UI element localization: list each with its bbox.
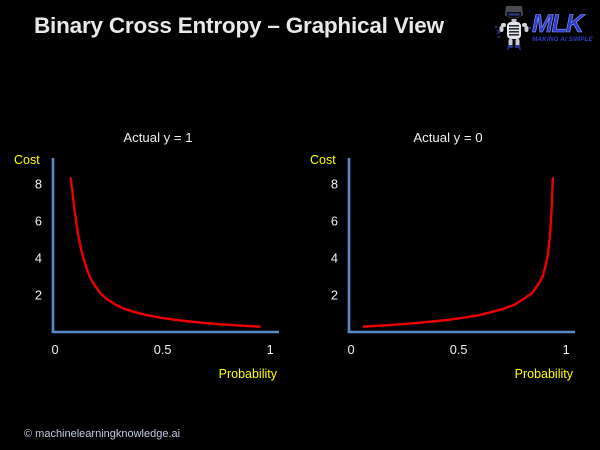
slide-header: Binary Cross Entropy – Graphical View xyxy=(0,0,600,58)
x-tick-label: 0 xyxy=(51,342,58,357)
mlk-logo: MLK MAKING AI SIMPLE xyxy=(494,4,596,52)
chart-title: Actual y = 0 xyxy=(413,130,483,145)
logo-tagline: MAKING AI SIMPLE xyxy=(532,36,594,43)
x-tick-label: 0.5 xyxy=(450,342,468,357)
y-tick-label: 4 xyxy=(35,251,42,266)
data-curve xyxy=(69,177,261,328)
chart-canvas: Cost Probability 2 4 6 8 0 0.5 1 xyxy=(14,153,279,381)
x-tick-label: 0.5 xyxy=(154,342,172,357)
y-axis-label: Cost xyxy=(14,153,40,167)
copyright-credit: © machinelearningknowledge.ai xyxy=(24,428,181,440)
y-tick-label: 6 xyxy=(35,214,42,229)
chart-title: Actual y = 1 xyxy=(123,130,193,145)
chart-canvas: Cost Probability 2 4 6 8 0 0.5 1 xyxy=(310,153,575,381)
data-curve xyxy=(362,177,555,328)
x-axis-label: Probability xyxy=(219,367,278,381)
y-tick-label: 2 xyxy=(35,288,42,303)
y-tick-label: 8 xyxy=(35,177,42,192)
y-axis-label: Cost xyxy=(310,153,336,167)
y-tick-label: 4 xyxy=(331,251,338,266)
chart-actual-y-0: Actual y = 0 Cost Probability 2 4 6 8 0 0.5 1 xyxy=(296,118,596,388)
y-tick-label: 8 xyxy=(331,177,338,192)
logo-wordmark-group: MLK MAKING AI SIMPLE xyxy=(532,10,596,44)
x-tick-label: 1 xyxy=(563,342,570,357)
logo-wordmark: MLK xyxy=(532,10,584,38)
y-tick-label: 2 xyxy=(331,288,338,303)
x-tick-label: 1 xyxy=(267,342,274,357)
y-tick-label: 6 xyxy=(331,214,338,229)
page-title: Binary Cross Entropy – Graphical View xyxy=(34,13,444,38)
robot-mascot-icon xyxy=(494,6,532,50)
chart-actual-y-1: Actual y = 1 Cost Probability 2 4 6 8 0 0.5 1 xyxy=(0,118,300,388)
x-tick-label: 0 xyxy=(347,342,354,357)
x-axis-label: Probability xyxy=(515,367,574,381)
